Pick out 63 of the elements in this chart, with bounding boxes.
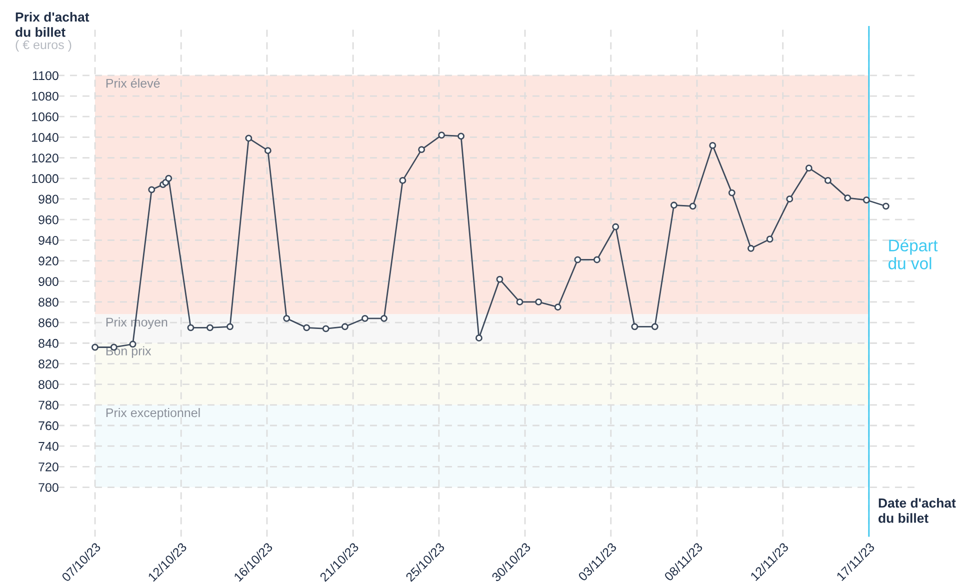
y-tick-label: 1000 — [32, 174, 58, 184]
y-tick-label: 880 — [38, 298, 58, 307]
point — [882, 202, 890, 210]
y-tick-label: 980 — [38, 194, 58, 204]
point — [747, 244, 754, 252]
y-tick-label: 900 — [38, 277, 58, 286]
point — [245, 134, 252, 142]
point — [206, 324, 214, 332]
point — [264, 147, 272, 154]
point — [418, 146, 426, 154]
point — [805, 164, 812, 172]
point — [341, 323, 348, 330]
band-label: Prix élevé — [106, 78, 160, 88]
point — [187, 324, 194, 332]
y-tick-label: 860 — [38, 318, 58, 328]
y-tick-label: 920 — [38, 256, 58, 266]
point — [670, 202, 678, 209]
annotation: ( € euros ) — [16, 40, 72, 52]
point — [824, 176, 832, 184]
point — [458, 132, 464, 140]
point — [612, 223, 620, 230]
point — [226, 323, 234, 330]
point — [283, 314, 290, 322]
y-tick-label: 960 — [38, 215, 58, 224]
point — [786, 196, 794, 202]
y-axis-title: Prix d'achat du billet — [16, 12, 90, 37]
point — [535, 298, 542, 306]
y-tick-label: 740 — [38, 442, 58, 451]
y-tick-label: 840 — [38, 338, 58, 348]
y-tick-label: 1080 — [32, 92, 58, 101]
point — [322, 325, 330, 332]
point — [380, 314, 388, 322]
y-tick-label: 1100 — [32, 71, 58, 80]
y-tick-label: 940 — [38, 236, 58, 245]
y-tick-label: 800 — [38, 380, 58, 389]
point — [844, 194, 852, 202]
point — [689, 202, 696, 210]
point — [631, 323, 638, 330]
point — [651, 323, 658, 330]
point — [303, 324, 310, 332]
y-tick-label: 700 — [38, 483, 58, 492]
point — [709, 142, 716, 149]
y-tick-label: 1040 — [32, 133, 58, 142]
y-tick-label: 820 — [38, 360, 58, 368]
point — [766, 236, 774, 243]
x-axis-title: Date d'achat du billet — [878, 498, 956, 523]
y-tick-label: 1020 — [32, 154, 58, 162]
point — [438, 132, 446, 139]
point — [516, 298, 524, 306]
y-tick-label: 780 — [38, 400, 58, 410]
point — [863, 196, 870, 204]
point — [554, 304, 562, 311]
point — [399, 176, 406, 184]
point — [593, 256, 600, 264]
band-label: Prix exceptionnel — [106, 408, 200, 420]
y-tick-label: 760 — [38, 421, 58, 430]
point — [496, 276, 504, 283]
point — [728, 189, 736, 196]
point — [361, 314, 368, 322]
ref-line-label: Départ du vol — [888, 238, 938, 270]
y-tick-label: 1060 — [32, 112, 58, 122]
point — [574, 256, 582, 264]
y-tick-label: 720 — [38, 462, 58, 472]
